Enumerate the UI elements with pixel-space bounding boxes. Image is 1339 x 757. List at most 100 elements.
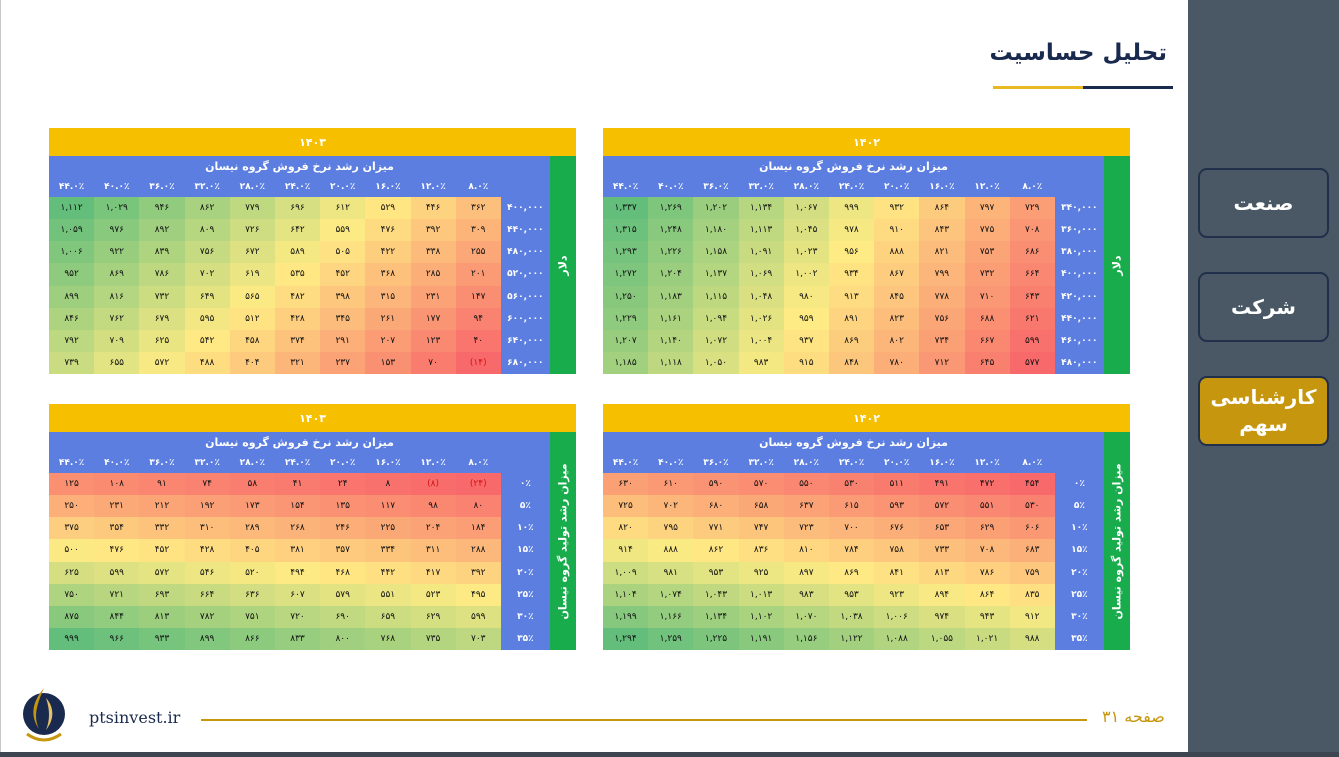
table-cell: ۱,۲۵۰ (603, 285, 649, 308)
table-cell: ۱,۰۲۱ (964, 627, 1010, 650)
table-row: ۸۹۹ ۸۱۶ ۷۳۲ ۶۴۹ ۵۶۵ ۴۸۲ ۳۹۸ ۳۱۵ ۲۳۱ ۱۴۷ ۵۶۰,۰۰۰ (49, 285, 550, 308)
column-header: ۱۶.۰٪ (375, 181, 401, 192)
table-row: ۱,۱۹۹ ۱,۱۶۶ ۱,۱۳۴ ۱,۱۰۲ ۱,۰۷۰ ۱,۰۳۸ ۱,۰۰۶ ۹۷۴ ۹۴… (603, 605, 1104, 628)
table-cell: ۷۰۳ (455, 627, 501, 650)
table-cell: ۹۱۳ (828, 285, 875, 308)
table-cell: ۷۹۷ (964, 197, 1010, 220)
table-row-axis-label-text: میزان رشد تولید گروه نیسان (1110, 462, 1124, 620)
table-cell: ۳۳۲ (139, 517, 185, 540)
column-header: ۳۲.۰٪ (748, 181, 774, 192)
column-header: ۲۴.۰٪ (838, 181, 865, 192)
column-header: ۳۶.۰٪ (703, 181, 729, 192)
column-header: ۲۸.۰٪ (239, 457, 266, 468)
table-cell: ۷۵۱ (229, 605, 275, 628)
table-cell: ۳۳۸ (410, 241, 456, 264)
table-cell: ۵۳۵ (274, 263, 321, 286)
bottom-strip (0, 752, 1339, 757)
nav-button-industry[interactable]: صنعت (1198, 168, 1329, 238)
table-row: ۱,۱۰۴ ۱,۰۷۴ ۱,۰۴۳ ۱,۰۱۳ ۹۸۳ ۹۵۳ ۹۲۳ ۸۹۴ ۸۶۴ ۸۳۵ ۲۵… (603, 583, 1104, 606)
table-cell: ۱,۲۲۶ (648, 241, 694, 264)
table-cell: ۷۰۸ (964, 539, 1010, 562)
column-header: ۴۴.۰٪ (612, 457, 639, 468)
column-header: ۲۰.۰٪ (330, 457, 356, 468)
table-row: ۷۳۹ ۶۵۵ ۵۷۲ ۴۸۸ ۴۰۴ ۳۲۱ ۲۳۷ ۱۵۳ ۷۰ (۱۴) ۶۸۰,۰۰۰ (49, 351, 550, 374)
column-header: ۳۲.۰٪ (748, 457, 774, 468)
table-row: ۱,۳۳۷ ۱,۲۶۹ ۱,۲۰۲ ۱,۱۳۴ ۱,۰۶۷ ۹۹۹ ۹۳۲ ۸۶۴ ۷۹۷ ۷۲۹… (603, 197, 1104, 220)
column-header: ۲۰.۰٪ (884, 181, 910, 192)
table-cell: ۹۳۲ (874, 197, 920, 220)
table-cell: ۲۹۱ (320, 329, 366, 352)
table-cell: ۵۵۰ (783, 473, 829, 496)
column-header: ۱۶.۰٪ (929, 457, 955, 468)
column-header: ۲۰.۰٪ (884, 457, 910, 468)
table-cell: ۱,۱۹۱ (738, 627, 784, 650)
row-header: ۳۸۰,۰۰۰ (1054, 241, 1104, 264)
table-cell: ۱,۰۵۹ (49, 219, 95, 242)
table-cell: ۵۴۶ (184, 561, 230, 584)
table-cell: ۵۶۵ (229, 285, 275, 308)
row-header: ۲۰٪ (500, 561, 550, 584)
table-row: ۱,۳۱۵ ۱,۲۴۸ ۱,۱۸۰ ۱,۱۱۳ ۱,۰۴۵ ۹۷۸ ۹۱۰ ۸۴۳ ۷۷۵ ۷۰۸… (603, 219, 1104, 242)
website-link[interactable]: ptsinvest.ir (89, 708, 181, 727)
row-header: ۴۰۰,۰۰۰ (500, 197, 550, 220)
column-header: ۳۶.۰٪ (703, 457, 729, 468)
column-header: ۴۴.۰٪ (58, 457, 85, 468)
table-cell: ۶۵۵ (94, 351, 140, 374)
column-header: ۲۸.۰٪ (793, 457, 820, 468)
table-cell: ۵۳۰ (828, 473, 875, 496)
table-cell: ۸۰ (455, 495, 501, 518)
table-year-header: ۱۴۰۲ (603, 404, 1130, 432)
table-cell: ۱۲۵ (49, 473, 95, 496)
table-cell: ۴۵۲ (320, 263, 366, 286)
table-cell: ۷۰ (410, 351, 456, 374)
table-column-axis-title: میزان رشد نرخ فروش گروه نیسان (603, 156, 1104, 176)
table-cell: ۸۴۶ (49, 307, 95, 330)
table-cell: ۱,۰۷۰ (783, 605, 829, 628)
nav-button-stock-valuation[interactable]: کارشناسی سهم (1198, 376, 1329, 446)
sensitivity-table-1403-production: ۱۴۰۳ میزان رشد تولید گروه نیسان میزان رشد … (49, 404, 576, 650)
table-cell: ۱,۱۱۳ (738, 219, 784, 242)
footer-divider (201, 719, 1087, 721)
row-header: ۶۰۰,۰۰۰ (500, 307, 550, 330)
table-cell: ۸۹۱ (828, 307, 875, 330)
nav-button-company[interactable]: شرکت (1198, 272, 1329, 342)
table-cell: ۸۱۶ (94, 285, 140, 308)
row-header: ۴۶۰,۰۰۰ (1054, 329, 1104, 352)
table-cell: ۷۹۵ (648, 517, 694, 540)
row-header: ۳۰٪ (500, 605, 550, 628)
table-cell: ۱,۰۳۸ (828, 605, 875, 628)
row-header: ۵٪ (1054, 495, 1104, 518)
table-cell: ۷۸۴ (828, 539, 875, 562)
table-cell: ۷۷۵ (964, 219, 1010, 242)
table-cell: ۱,۰۰۹ (603, 561, 649, 584)
table-row-axis-label: میزان رشد تولید گروه نیسان (550, 432, 576, 650)
table-cell: ۸۹۹ (184, 627, 230, 650)
table-cell: ۷۲۶ (229, 219, 275, 242)
column-header: ۸.۰٪ (468, 457, 489, 468)
table-cell: ۶۸۸ (964, 307, 1010, 330)
table-cell: ۴۹۴ (274, 561, 321, 584)
table-cell: ۱,۱۲۲ (828, 627, 875, 650)
table-cell: ۵۹۰ (693, 473, 739, 496)
table-cell: ۲۸۸ (455, 539, 501, 562)
table-cell: ۷۳۲ (139, 285, 185, 308)
table-cell: ۶۷۶ (874, 517, 920, 540)
table-cell: ۷۲۳ (783, 517, 829, 540)
nav-button-company-label: شرکت (1231, 294, 1296, 319)
table-cell: ۵۰۰ (49, 539, 95, 562)
column-header: ۴۰.۰٪ (658, 457, 684, 468)
column-header: ۱۲.۰٪ (974, 457, 1000, 468)
table-cell: ۴۸۸ (184, 351, 230, 374)
column-header: ۴۴.۰٪ (58, 181, 85, 192)
table-cell: ۱,۱۴۰ (648, 329, 694, 352)
row-header: ۳۶۰,۰۰۰ (1054, 219, 1104, 242)
table-row: ۲۵۰ ۲۳۱ ۲۱۲ ۱۹۲ ۱۷۳ ۱۵۴ ۱۳۵ ۱۱۷ ۹۸ ۸۰ ۵٪ (49, 495, 550, 518)
column-header: ۳۲.۰٪ (194, 181, 220, 192)
table-cell: ۷۲۹ (1009, 197, 1055, 220)
table-row: ۵۰۰ ۴۷۶ ۴۵۲ ۴۲۸ ۴۰۵ ۳۸۱ ۳۵۷ ۳۳۴ ۳۱۱ ۲۸۸ ۱۵٪ (49, 539, 550, 562)
table-cell: ۲۶۸ (274, 517, 321, 540)
table-cell: ۸۴۱ (874, 561, 920, 584)
table-cell: ۷۰۹ (94, 329, 140, 352)
table-cell: ۱,۲۹۴ (603, 627, 649, 650)
sensitivity-table-1402-production: ۱۴۰۲ میزان رشد تولید گروه نیسان میزان رشد … (603, 404, 1130, 650)
